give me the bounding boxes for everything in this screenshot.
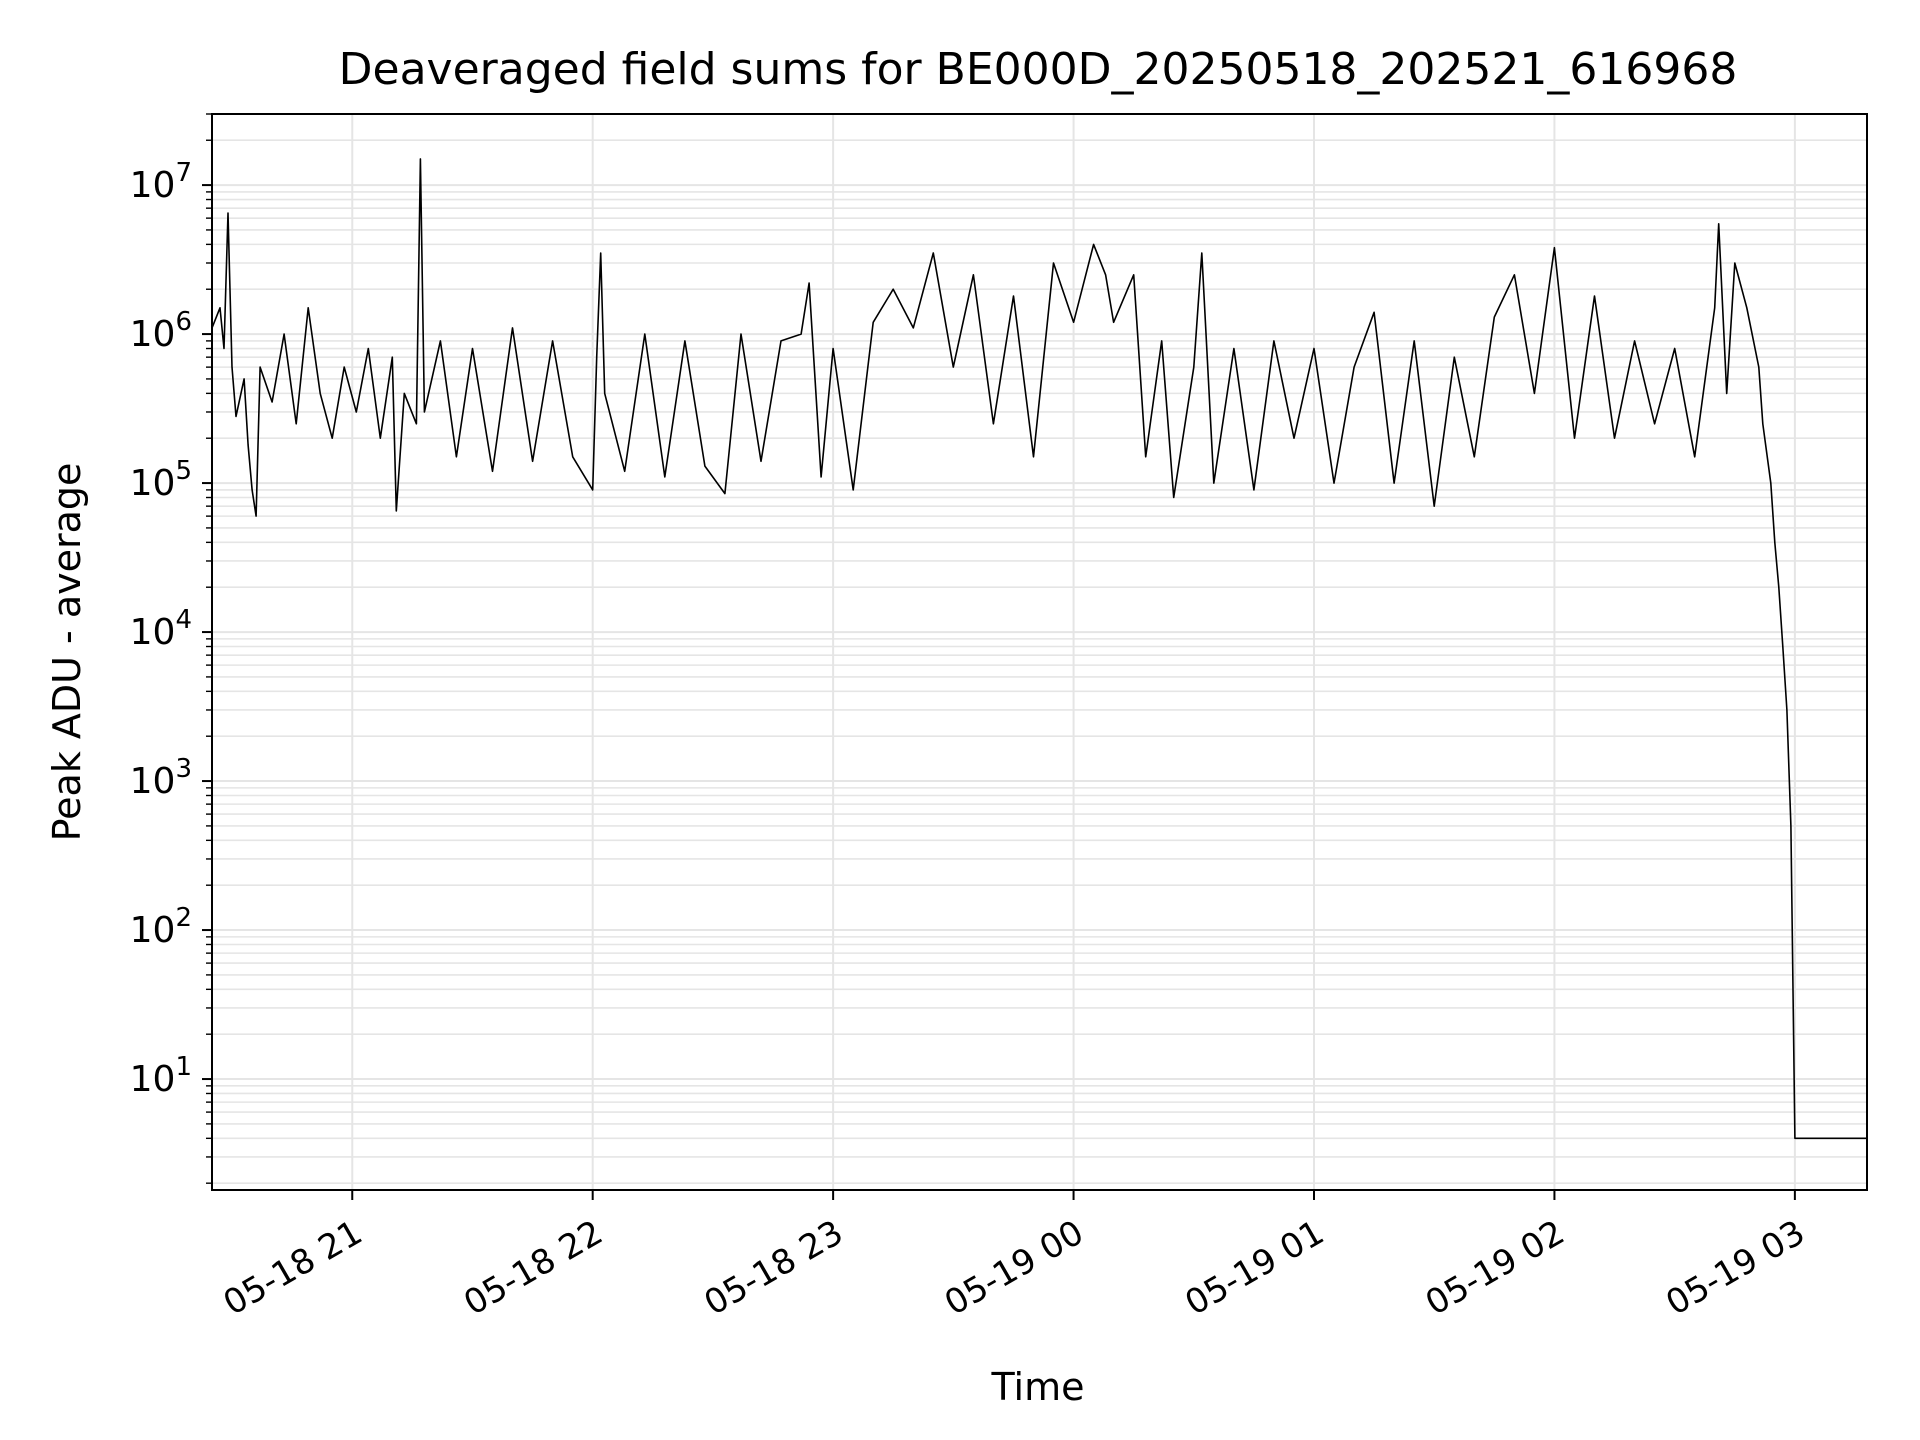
- grid: [212, 113, 1867, 1190]
- y-tick-label: 103: [130, 754, 192, 802]
- x-axis-label: Time: [991, 1365, 1085, 1409]
- y-tick-label: 104: [130, 605, 192, 653]
- y-axis-label: Peak ADU - average: [45, 463, 89, 842]
- y-tick-label: 106: [130, 307, 192, 355]
- series: [211, 158, 1867, 1140]
- plot-frame: [211, 113, 1868, 1191]
- y-tick-label: 105: [130, 456, 192, 504]
- y-tick-label: 101: [130, 1052, 192, 1100]
- series-line: [211, 158, 1867, 1140]
- y-tick-label: 102: [130, 903, 192, 951]
- chart-title: Deaveraged field sums for BE000D_2025051…: [339, 44, 1738, 95]
- y-tick-label: 107: [130, 158, 192, 206]
